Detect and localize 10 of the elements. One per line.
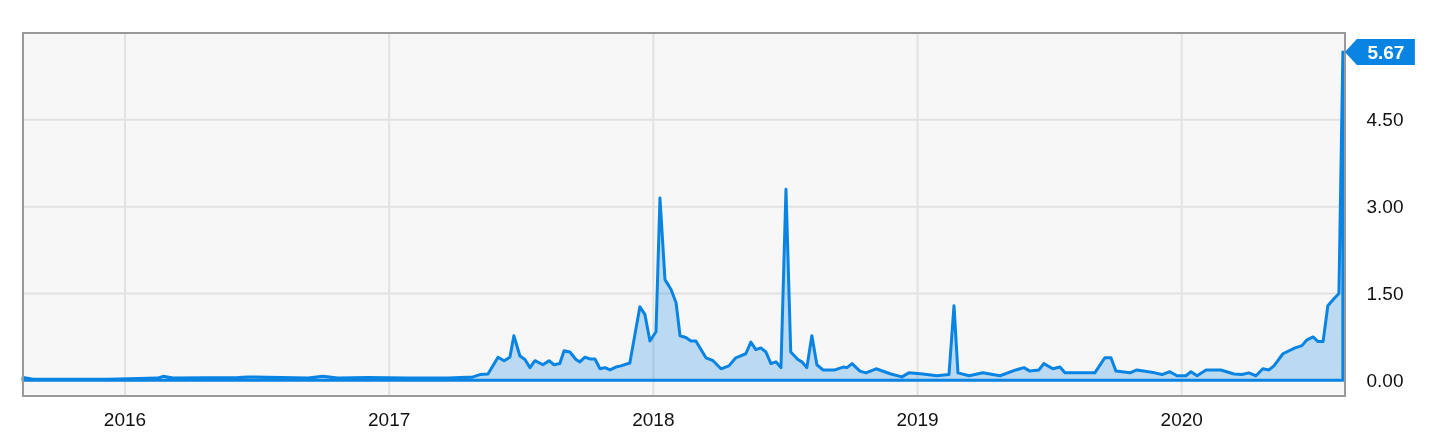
data-label: 5.67	[1367, 41, 1405, 63]
y-tick-label: 0.00	[1366, 370, 1404, 392]
y-tick-label: 1.50	[1366, 283, 1404, 305]
x-tick-label: 2018	[632, 409, 675, 430]
y-tick-label: 3.00	[1366, 196, 1404, 218]
y-tick-label: 4.50	[1366, 109, 1404, 131]
x-tick-label: 2017	[368, 409, 411, 430]
x-tick-label: 2016	[103, 409, 147, 430]
x-tick-label: 2020	[1160, 409, 1203, 430]
x-tick-label: 2019	[896, 409, 939, 430]
